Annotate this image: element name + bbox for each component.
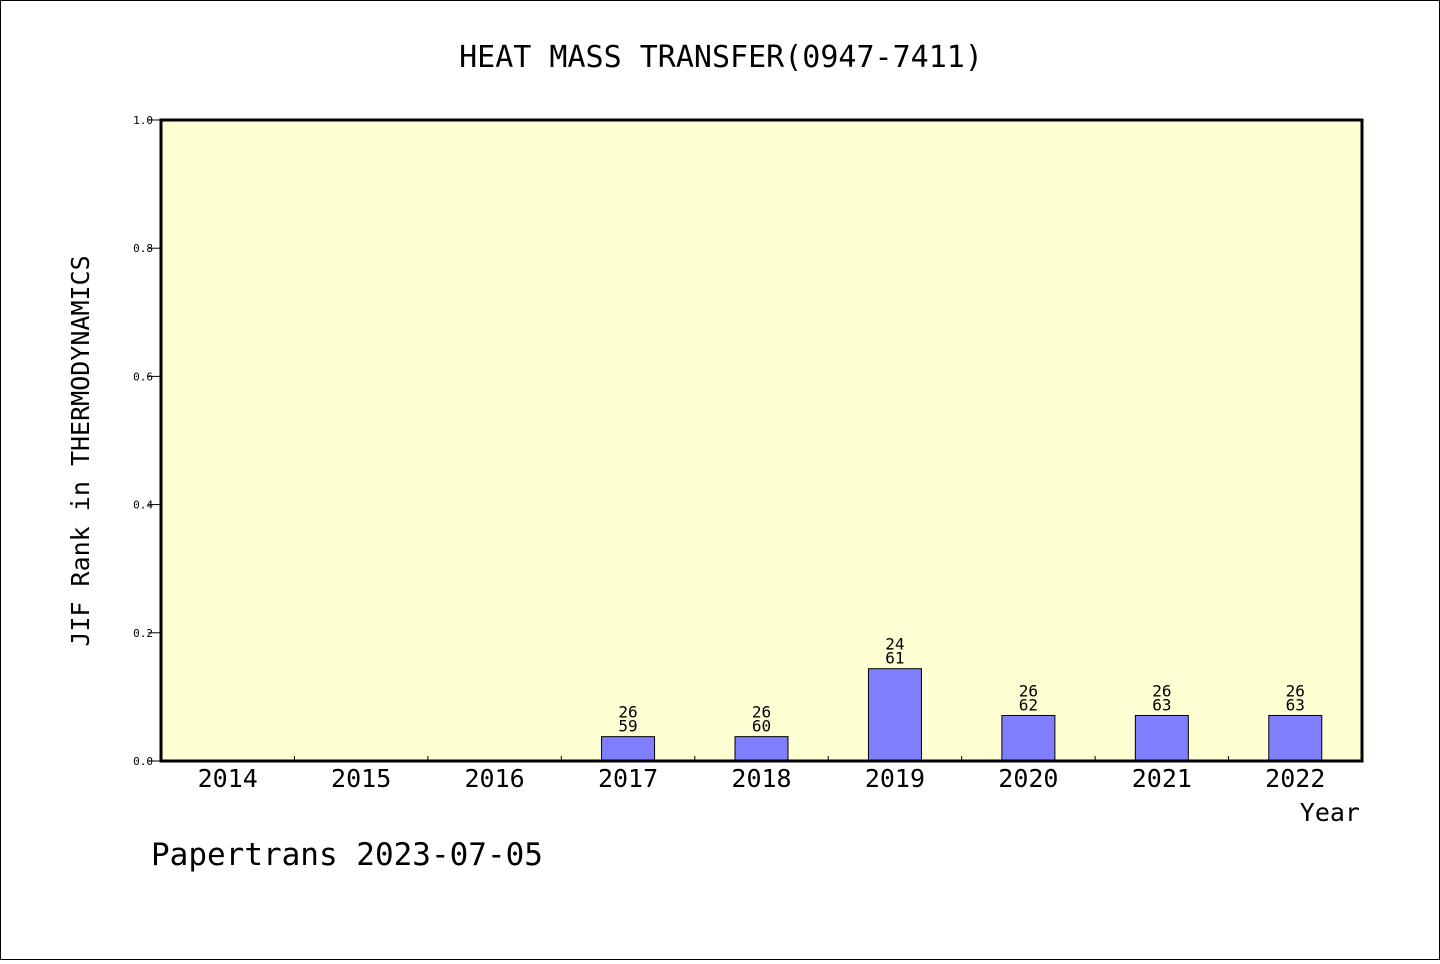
y-tick-label: 0.8 [133,242,153,255]
y-axis-ticks: 0.0 0.2 0.4 0.6 0.8 1.0 [133,114,161,768]
x-tick-label: 2021 [1132,764,1192,793]
plot-area [161,120,1362,761]
bar-label-total: 62 [1019,695,1038,714]
bar-2022 [1268,714,1323,762]
bar-2017 [601,736,656,762]
bars [601,668,1323,762]
y-axis-label: JIF Rank in THERMODYNAMICS [66,255,95,646]
bar-2020 [1001,714,1056,762]
bar-label-rank: 26 [618,703,637,722]
y-tick-label: 0.2 [133,627,153,640]
y-tick-label: 0.4 [133,499,153,512]
plot-border [159,118,1364,763]
x-tick-label: 2014 [198,764,258,793]
footer-credit: Papertrans 2023-07-05 [151,837,543,873]
chart-title: HEAT MASS TRANSFER(0947-7411) [459,40,983,75]
bar-label-total: 60 [752,717,771,736]
bar-2019 [867,668,922,762]
bar-label-rank: 26 [1286,681,1305,700]
y-tick-label: 0.0 [133,755,153,768]
x-tick-label: 2022 [1265,764,1325,793]
x-tick-label: 2019 [865,764,925,793]
bar-label-rank: 24 [885,635,904,654]
x-tick-label: 2018 [731,764,791,793]
x-tick-label: 2015 [331,764,391,793]
bar-label-total: 61 [885,649,904,668]
x-axis-ticks: 2014 2015 2016 2017 2018 2019 2020 2021 2022 [198,756,1325,793]
bar-label-total: 63 [1152,695,1171,714]
bar-label-total: 63 [1286,695,1305,714]
bar-label-rank: 26 [752,703,771,722]
x-tick-label: 2020 [998,764,1058,793]
bar-label-rank: 26 [1019,681,1038,700]
y-tick-label: 0.6 [133,370,153,383]
x-tick-label: 2017 [598,764,658,793]
bar-2018 [734,736,789,762]
x-axis-label: Year [1300,798,1360,827]
bar-label-rank: 26 [1152,681,1171,700]
x-tick-label: 2016 [465,764,525,793]
bar-label-total: 59 [618,717,637,736]
y-tick-label: 1.0 [133,114,153,127]
bar-2021 [1134,714,1189,762]
